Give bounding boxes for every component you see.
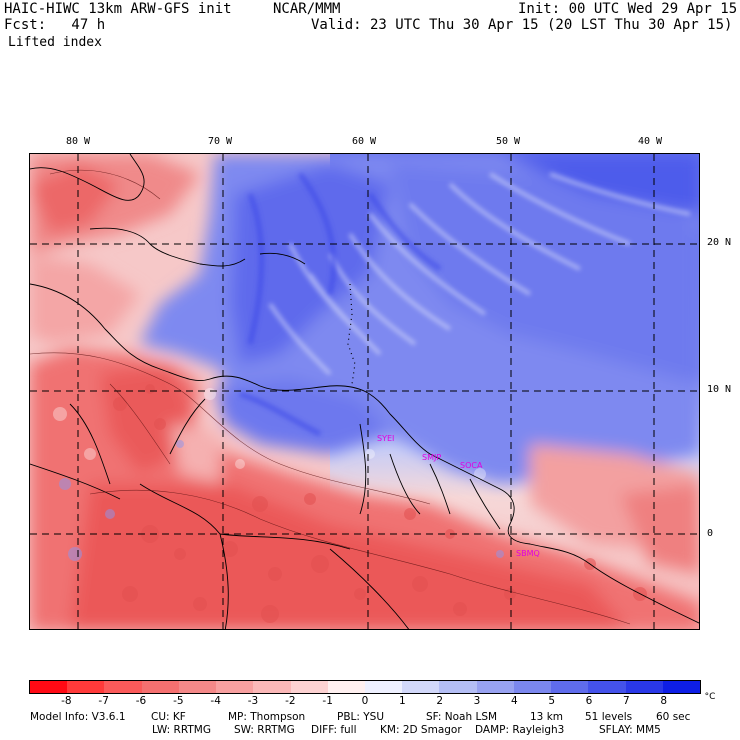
init-time: Init: 00 UTC Wed 29 Apr 15 [518, 1, 738, 17]
footer-sf: SF: Noah LSM [426, 711, 498, 723]
station-syei: SYEI [377, 434, 394, 443]
colorbar-tick-label: 5 [548, 695, 555, 707]
colorbar-tick-label: -6 [135, 695, 147, 707]
lon-label-40w: 40 W [638, 136, 663, 147]
colorbar-tick-label: 6 [585, 695, 593, 707]
footer-timestep: 60 sec [656, 711, 691, 723]
colorbar-tick-label: 2 [436, 695, 443, 707]
colorbar-swatch [439, 681, 477, 693]
org-label: NCAR/MMM [273, 1, 341, 17]
forecast-hour: Fcst: 47 h [4, 17, 106, 33]
colorbar-swatch [588, 681, 626, 693]
colorbar-tick-label: -7 [98, 695, 109, 707]
colorbar-swatch [216, 681, 254, 693]
colorbar-swatch [141, 681, 179, 693]
colorbar-swatch [327, 681, 365, 693]
footer-diff: DIFF: full [311, 724, 357, 736]
station-sbmq: SBMQ [516, 549, 540, 558]
field-name: Lifted index [8, 35, 102, 50]
colorbar-tick-label: 8 [660, 695, 667, 707]
colorbar-swatch [30, 681, 68, 693]
colorbar-tick-label: 7 [622, 695, 630, 707]
footer-resolution: 13 km [530, 711, 564, 723]
colorbar-tick-label: -5 [173, 695, 184, 707]
coastline [30, 283, 699, 624]
lon-label-50w: 50 W [496, 136, 521, 147]
colorbar-tick-label: 0 [361, 695, 369, 707]
colorbar-swatch [178, 681, 217, 693]
model-title: HAIC-HIWC 13km ARW-GFS init [4, 1, 232, 17]
colorbar-tick-label: -2 [285, 695, 296, 707]
lon-label-70w: 70 W [208, 136, 233, 147]
colorbar-swatch [402, 681, 440, 693]
colorbar-swatch [551, 681, 589, 693]
colorbar-swatch [104, 681, 142, 693]
colorbar-swatch [67, 681, 105, 693]
footer-mp: MP: Thompson [228, 711, 306, 723]
colorbar-unit: °C [704, 692, 716, 702]
footer-cu: CU: KF [151, 711, 186, 723]
colorbar-swatch [290, 681, 328, 693]
footer-lw: LW: RRTMG [152, 724, 211, 736]
lat-label-10n: 10 N [707, 384, 732, 395]
footer-version: Model Info: V3.6.1 [30, 711, 126, 723]
colorbar-swatch [364, 681, 403, 693]
lon-label-60w: 60 W [352, 136, 377, 147]
colorbar-tick-label: 3 [473, 695, 481, 707]
lon-label-80w: 80 W [66, 136, 91, 147]
lifted-index-map: SYEI SMJP SOCA SBMQ [29, 153, 700, 630]
colorbar-swatch [513, 681, 552, 693]
colorbar-tick-label: -8 [61, 695, 72, 707]
footer-levels: 51 levels [585, 711, 633, 723]
footer-sw: SW: RRTMG [234, 724, 295, 736]
footer-pbl: PBL: YSU [337, 711, 385, 723]
colorbar-tick-label: -1 [322, 695, 333, 707]
colorbar-swatch [662, 681, 700, 693]
footer-sflay: SFLAY: MM5 [599, 724, 661, 736]
station-soca: SOCA [460, 461, 483, 470]
footer-km: KM: 2D Smagor [380, 724, 462, 736]
colorbar-swatch [625, 681, 663, 693]
valid-time: Valid: 23 UTC Thu 30 Apr 15 (20 LST Thu … [311, 17, 733, 33]
colorbar-tick-label: -4 [210, 695, 221, 707]
station-smjp: SMJP [422, 453, 441, 462]
colorbar-tick-label: 4 [510, 695, 518, 707]
lat-label-0: 0 [707, 528, 714, 539]
lat-label-20n: 20 N [707, 237, 732, 248]
colorbar-tick-label: -3 [247, 695, 259, 707]
colorbar [29, 680, 701, 694]
colorbar-swatch [476, 681, 514, 693]
colorbar-tick-label: 1 [398, 695, 406, 707]
colorbar-swatch [253, 681, 291, 693]
footer-damp: DAMP: Rayleigh3 [475, 724, 565, 736]
